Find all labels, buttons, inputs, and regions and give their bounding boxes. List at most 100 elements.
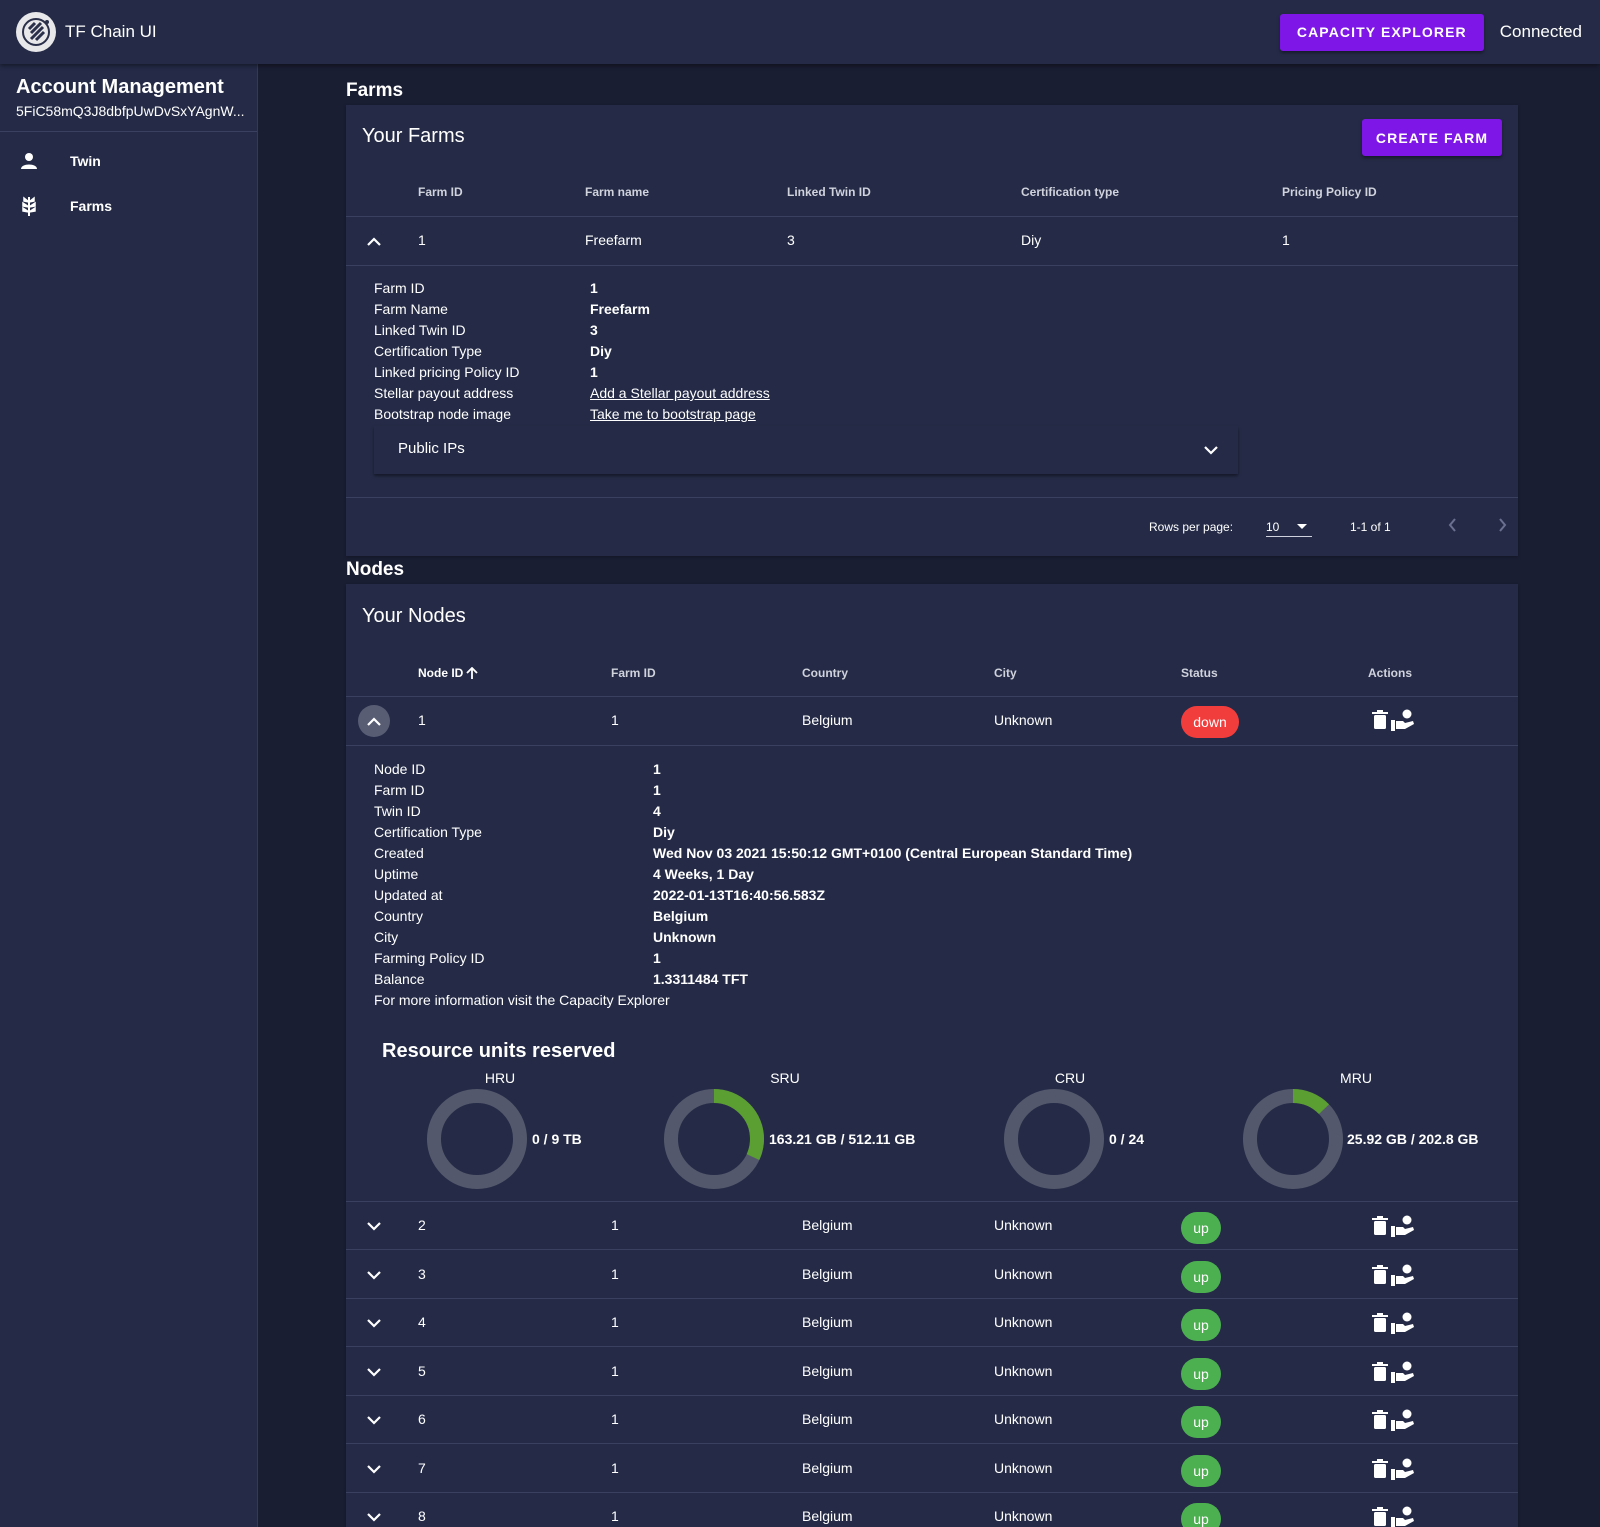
row-actions <box>1372 1264 1415 1291</box>
cell-country: Belgium <box>802 1460 853 1476</box>
chevron-down-icon[interactable] <box>362 1311 386 1335</box>
rows-per-page-value: 10 <box>1266 520 1280 534</box>
table-row[interactable]: 2 1 Belgium Unknown up <box>346 1202 1518 1250</box>
sidebar: Account Management 5FiC58mQ3J8dbfpUwDvSx… <box>0 64 258 1527</box>
sidebar-item-twin[interactable]: Twin <box>0 138 257 183</box>
cell-city: Unknown <box>994 1411 1053 1427</box>
cell-city: Unknown <box>994 1363 1053 1379</box>
chevron-right-icon[interactable] <box>1490 513 1514 537</box>
stellar-payout-link[interactable]: Add a Stellar payout address <box>590 385 770 401</box>
chevron-down-icon[interactable] <box>362 1360 386 1384</box>
detail-value: 1 <box>590 364 598 380</box>
table-row[interactable]: 4 1 Belgium Unknown up <box>346 1299 1518 1347</box>
cell-country: Belgium <box>802 1266 853 1282</box>
chevron-down-icon[interactable] <box>1204 438 1218 467</box>
delete-icon[interactable] <box>1372 1362 1388 1387</box>
cru-label: CRU <box>1054 1070 1086 1086</box>
hand-holding-user-icon[interactable] <box>1391 709 1415 736</box>
detail-label: Linked Twin ID <box>374 322 466 338</box>
detail-value: 1 <box>653 761 661 777</box>
hand-holding-user-icon[interactable] <box>1391 1409 1415 1436</box>
sidebar-item-farms[interactable]: Farms <box>0 183 257 228</box>
person-icon <box>18 150 40 172</box>
column-header-certification-type[interactable]: Certification type <box>1021 185 1120 199</box>
app-logo-icon <box>16 12 56 52</box>
status-badge: up <box>1181 1261 1221 1293</box>
column-header-status[interactable]: Status <box>1181 666 1218 680</box>
table-row[interactable]: 6 1 Belgium Unknown up <box>346 1396 1518 1444</box>
divider <box>346 497 1518 498</box>
chevron-down-icon[interactable] <box>362 1214 386 1238</box>
caret-down-icon <box>1297 524 1307 529</box>
cell-farm-id: 1 <box>418 232 426 248</box>
delete-icon[interactable] <box>1372 1265 1388 1290</box>
detail-value: 3 <box>590 322 598 338</box>
chevron-down-icon[interactable] <box>362 1408 386 1432</box>
hand-holding-user-icon[interactable] <box>1391 1312 1415 1339</box>
column-header-country[interactable]: Country <box>802 666 848 680</box>
delete-icon[interactable] <box>1372 1459 1388 1484</box>
chevron-up-icon[interactable] <box>358 705 390 737</box>
chevron-down-icon[interactable] <box>362 1505 386 1527</box>
bootstrap-page-link[interactable]: Take me to bootstrap page <box>590 406 756 422</box>
detail-value: 1 <box>590 280 598 296</box>
status-badge: up <box>1181 1406 1221 1438</box>
detail-label: Farming Policy ID <box>374 950 485 966</box>
delete-icon[interactable] <box>1372 1216 1388 1241</box>
hand-holding-user-icon[interactable] <box>1391 1361 1415 1388</box>
column-header-label: Node ID <box>418 666 464 680</box>
column-header-farm-id[interactable]: Farm ID <box>611 666 656 680</box>
chevron-left-icon[interactable] <box>1440 513 1464 537</box>
account-header: Account Management 5FiC58mQ3J8dbfpUwDvSx… <box>0 64 257 132</box>
hand-holding-user-icon[interactable] <box>1391 1458 1415 1485</box>
cell-node-id: 3 <box>418 1266 426 1282</box>
detail-label: Linked pricing Policy ID <box>374 364 520 380</box>
sidebar-item-label: Farms <box>70 197 113 214</box>
column-header-farm-name[interactable]: Farm name <box>585 185 650 199</box>
sru-value: 163.21 GB / 512.11 GB <box>769 1131 916 1147</box>
delete-icon[interactable] <box>1372 1313 1388 1338</box>
cell-node-id: 8 <box>418 1508 426 1524</box>
table-row[interactable]: 5 1 Belgium Unknown up <box>346 1348 1518 1396</box>
divider <box>346 265 1518 266</box>
detail-value: Diy <box>653 824 675 840</box>
detail-value: Unknown <box>653 929 716 945</box>
chevron-up-icon[interactable] <box>362 229 386 253</box>
column-header-city[interactable]: City <box>994 666 1017 680</box>
table-row[interactable]: 7 1 Belgium Unknown up <box>346 1445 1518 1493</box>
rows-per-page-label: Rows per page: <box>1149 520 1234 534</box>
table-row[interactable]: 3 1 Belgium Unknown up <box>346 1251 1518 1299</box>
delete-icon[interactable] <box>1372 1410 1388 1435</box>
delete-icon[interactable] <box>1372 710 1388 735</box>
cell-farm-id: 1 <box>611 1266 619 1282</box>
column-header-farm-id[interactable]: Farm ID <box>418 185 463 199</box>
row-actions <box>1372 1409 1415 1436</box>
account-address[interactable]: 5FiC58mQ3J8dbfpUwDvSxYAgnW... <box>16 103 245 119</box>
column-header-pricing-policy-id[interactable]: Pricing Policy ID <box>1282 185 1377 199</box>
divider <box>346 1298 1518 1299</box>
divider <box>346 1443 1518 1444</box>
detail-label: Updated at <box>374 887 443 903</box>
column-header-node-id[interactable]: Node ID <box>418 666 478 680</box>
hand-holding-user-icon[interactable] <box>1391 1264 1415 1291</box>
delete-icon[interactable] <box>1372 1507 1388 1527</box>
create-farm-button[interactable]: CREATE FARM <box>1362 119 1502 156</box>
public-ips-panel[interactable]: Public IPs <box>374 426 1238 474</box>
cell-city: Unknown <box>994 1314 1053 1330</box>
chevron-down-icon[interactable] <box>362 1263 386 1287</box>
hand-holding-user-icon[interactable] <box>1391 1215 1415 1242</box>
detail-label: Certification Type <box>374 343 482 359</box>
rows-per-page-select[interactable]: 10 <box>1266 509 1312 537</box>
table-row[interactable]: 8 1 Belgium Unknown up <box>346 1493 1518 1527</box>
column-header-linked-twin-id[interactable]: Linked Twin ID <box>787 185 871 199</box>
chevron-down-icon[interactable] <box>362 1457 386 1481</box>
status-badge: up <box>1181 1503 1221 1527</box>
nodes-card-title: Your Nodes <box>362 605 466 627</box>
cell-country: Belgium <box>802 1363 853 1379</box>
cell-city: Unknown <box>994 1508 1053 1524</box>
hru-label: HRU <box>484 1070 516 1086</box>
hand-holding-user-icon[interactable] <box>1391 1506 1415 1527</box>
capacity-explorer-button[interactable]: CAPACITY EXPLORER <box>1279 13 1484 51</box>
detail-label: Balance <box>374 971 425 987</box>
divider <box>346 1249 1518 1250</box>
